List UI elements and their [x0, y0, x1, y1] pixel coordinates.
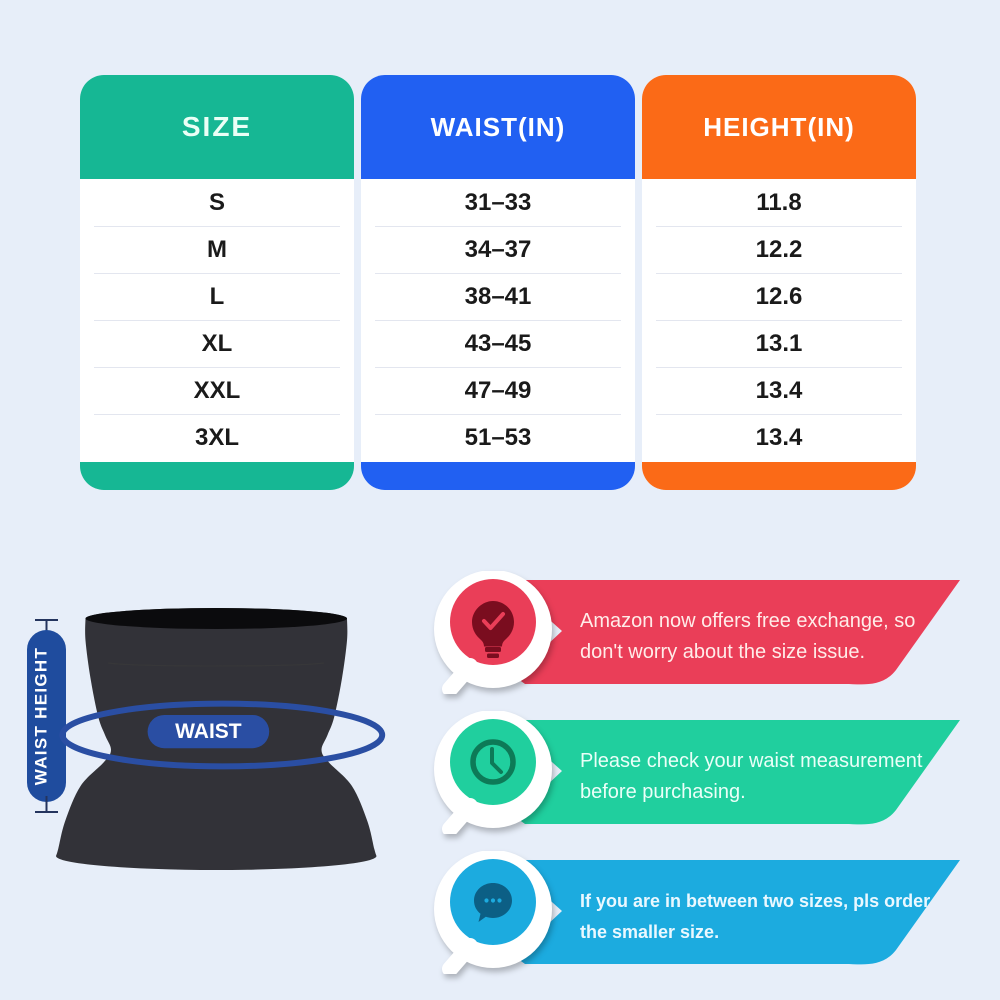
svg-text:the smaller size.: the smaller size.	[580, 922, 719, 942]
svg-text:Amazon now offers free exchang: Amazon now offers free exchange, so	[580, 610, 915, 632]
svg-text:Please check your waist measur: Please check your waist measurement	[580, 750, 923, 772]
svg-text:don't worry about the size iss: don't worry about the size issue.	[580, 641, 865, 663]
svg-text:If you are in between two size: If you are in between two sizes, pls ord…	[580, 891, 930, 911]
svg-text:before purchasing.: before purchasing.	[580, 781, 746, 803]
svg-text:WAIST HEIGHT: WAIST HEIGHT	[32, 647, 51, 785]
svg-text:WAIST: WAIST	[175, 720, 242, 743]
